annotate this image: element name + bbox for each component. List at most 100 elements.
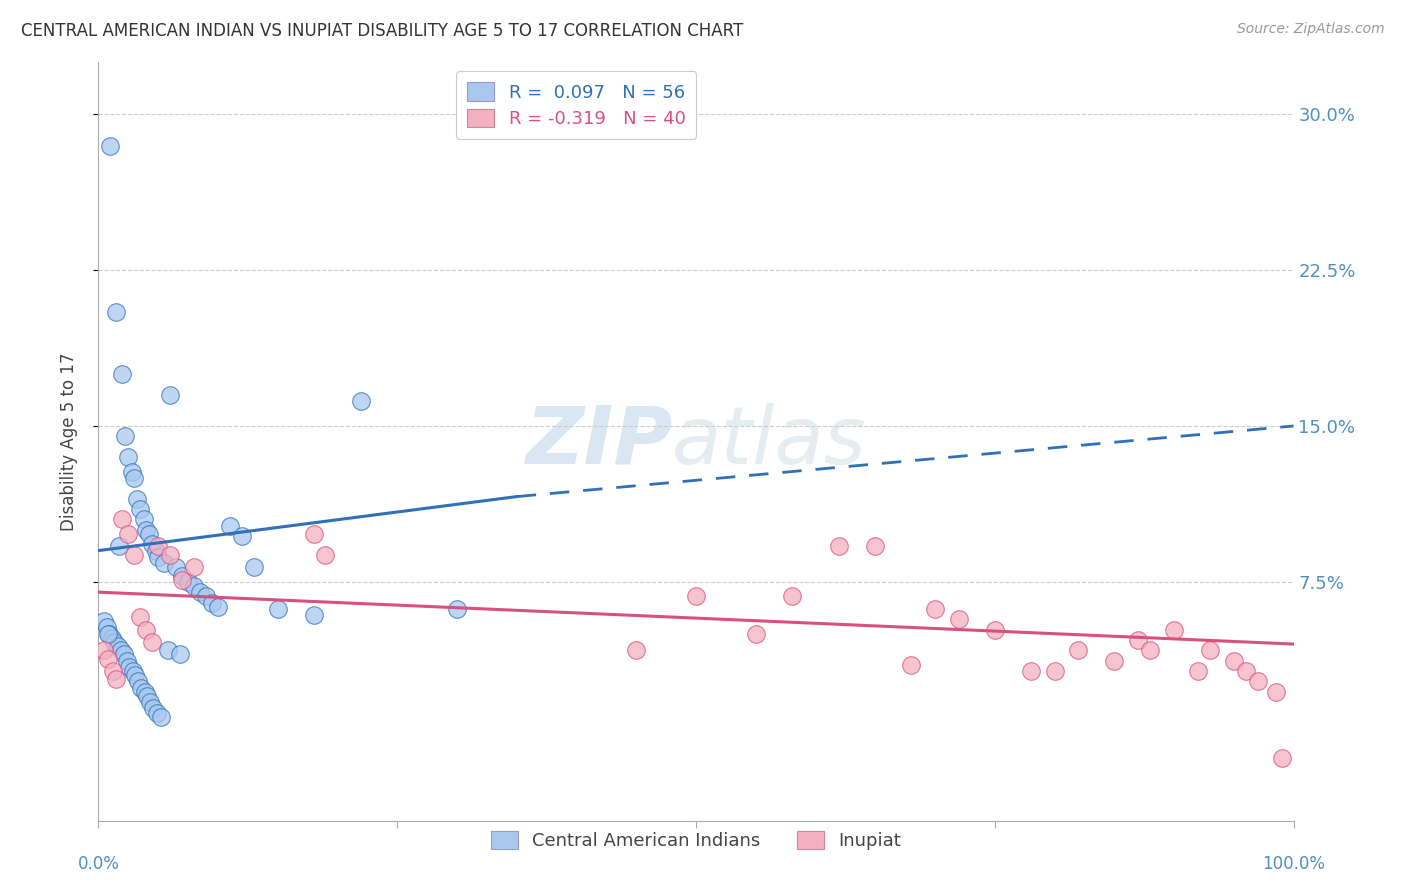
Point <box>146 706 169 720</box>
Point <box>1019 664 1042 678</box>
Point <box>139 695 162 709</box>
Point <box>1163 623 1185 637</box>
Point <box>132 512 155 526</box>
Point <box>685 589 707 603</box>
Point <box>165 560 187 574</box>
Text: 0.0%: 0.0% <box>77 855 120 873</box>
Point <box>1104 654 1126 668</box>
Point <box>1187 664 1209 678</box>
Point <box>98 626 121 640</box>
Point <box>97 651 120 665</box>
Point <box>124 548 146 562</box>
Point <box>149 710 172 724</box>
Point <box>148 549 170 564</box>
Point <box>115 654 138 668</box>
Point <box>159 388 181 402</box>
Point <box>1264 685 1286 699</box>
Point <box>101 664 124 678</box>
Point <box>127 674 149 689</box>
Point <box>141 537 163 551</box>
Point <box>129 502 152 516</box>
Point <box>745 626 768 640</box>
Point <box>1271 751 1294 765</box>
Point <box>135 623 157 637</box>
Point <box>1128 632 1150 647</box>
Point <box>142 701 165 715</box>
Point <box>195 589 218 603</box>
Point <box>135 523 157 537</box>
Point <box>96 620 118 634</box>
Point <box>117 450 139 464</box>
Point <box>117 527 139 541</box>
Point <box>125 491 148 506</box>
Point <box>134 685 156 699</box>
Point <box>865 540 887 554</box>
Point <box>626 643 648 657</box>
Point <box>100 631 122 645</box>
Point <box>948 612 970 626</box>
Text: CENTRAL AMERICAN INDIAN VS INUPIAT DISABILITY AGE 5 TO 17 CORRELATION CHART: CENTRAL AMERICAN INDIAN VS INUPIAT DISAB… <box>21 22 744 40</box>
Point <box>136 689 159 703</box>
Point <box>172 568 194 582</box>
Point <box>1247 674 1270 689</box>
Point <box>129 610 152 624</box>
Point <box>114 429 136 443</box>
Text: atlas: atlas <box>672 402 868 481</box>
Point <box>110 643 132 657</box>
Point <box>177 574 200 589</box>
Point <box>124 471 146 485</box>
Point <box>98 138 122 153</box>
Point <box>141 635 163 649</box>
Point <box>156 643 179 657</box>
Point <box>183 560 205 574</box>
Point <box>112 648 135 662</box>
Point <box>145 543 167 558</box>
Point <box>105 673 128 687</box>
Point <box>107 540 129 554</box>
Point <box>169 648 191 662</box>
Point <box>122 664 145 678</box>
Text: 100.0%: 100.0% <box>1263 855 1324 873</box>
Point <box>446 601 468 615</box>
Point <box>159 548 181 562</box>
Legend: Central American Indians, Inupiat: Central American Indians, Inupiat <box>484 823 908 857</box>
Point <box>219 518 242 533</box>
Point <box>118 660 141 674</box>
Point <box>183 579 205 593</box>
Point <box>131 681 153 695</box>
Point <box>121 465 143 479</box>
Point <box>93 643 115 657</box>
Point <box>350 394 373 409</box>
Point <box>1067 643 1090 657</box>
Point <box>267 601 290 615</box>
Point <box>315 548 337 562</box>
Point <box>1043 664 1066 678</box>
Point <box>900 657 922 672</box>
Point <box>111 512 134 526</box>
Point <box>1199 643 1222 657</box>
Point <box>153 556 176 570</box>
Text: Source: ZipAtlas.com: Source: ZipAtlas.com <box>1237 22 1385 37</box>
Point <box>103 635 125 649</box>
Point <box>1139 643 1161 657</box>
Text: ZIP: ZIP <box>524 402 672 481</box>
Point <box>302 607 325 622</box>
Point <box>231 529 253 543</box>
Point <box>107 639 129 653</box>
Y-axis label: Disability Age 5 to 17: Disability Age 5 to 17 <box>59 352 77 531</box>
Point <box>105 304 128 318</box>
Point <box>188 585 211 599</box>
Point <box>97 626 120 640</box>
Point <box>984 623 1007 637</box>
Point <box>302 527 325 541</box>
Point <box>148 540 170 554</box>
Point <box>172 573 194 587</box>
Point <box>243 560 266 574</box>
Point <box>828 540 851 554</box>
Point <box>93 614 115 628</box>
Point <box>138 527 160 541</box>
Point <box>124 668 146 682</box>
Point <box>207 599 229 614</box>
Point <box>111 367 134 381</box>
Point <box>1234 664 1257 678</box>
